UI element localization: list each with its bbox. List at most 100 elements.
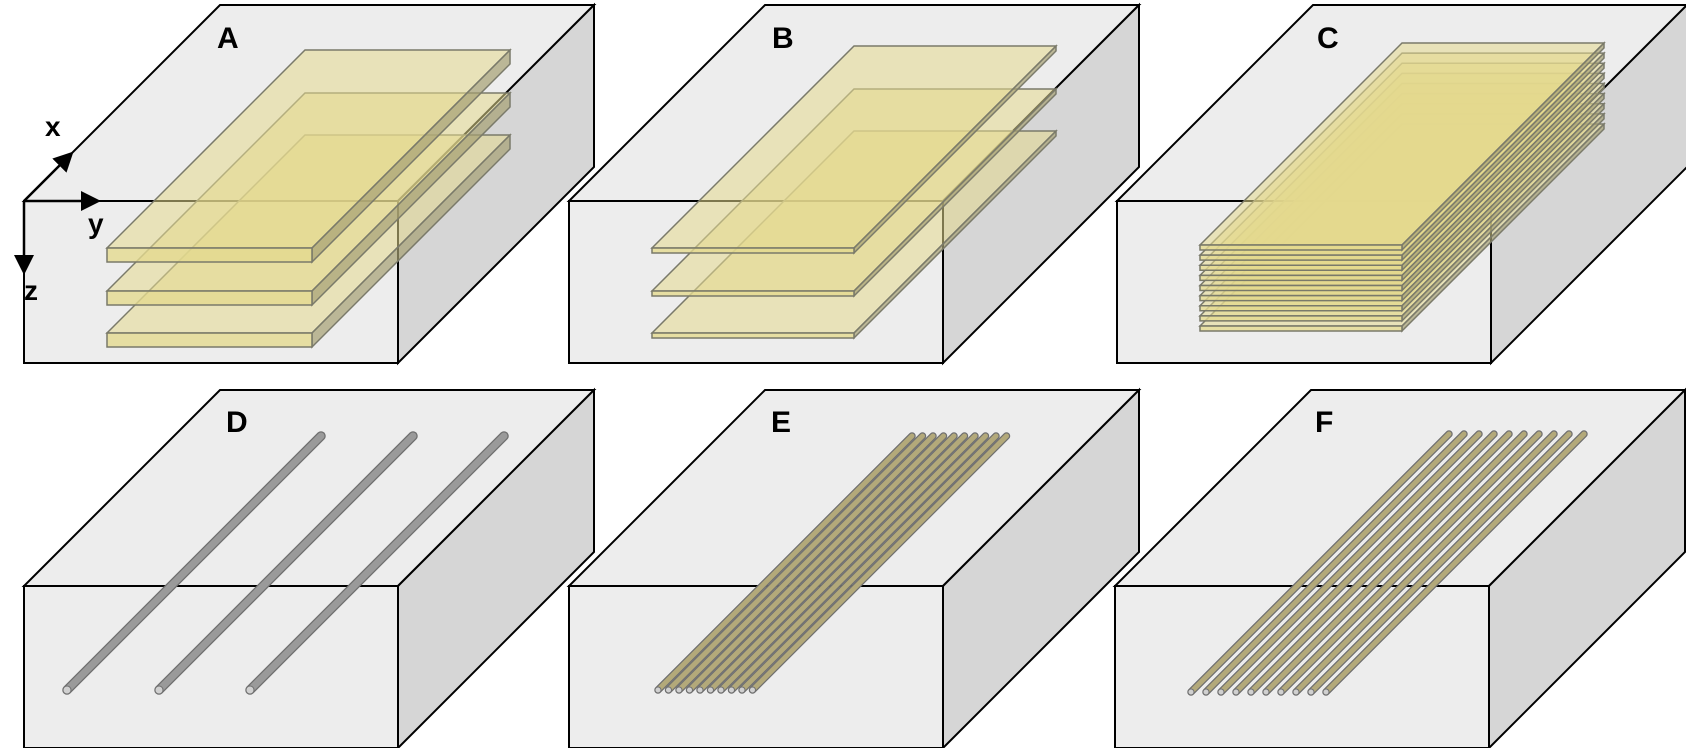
sheet-front-edge [1199,294,1403,302]
rod [1187,430,1453,696]
sheet-front-edge [1199,325,1403,332]
rod-end [1307,688,1315,696]
rod [748,432,1011,694]
rod-body [739,433,999,693]
rod-end [62,685,72,695]
y-axis-label: y [88,208,104,239]
sheet-front-edge [1199,274,1403,282]
rod-end [1277,688,1285,696]
x-axis-label: x [45,111,61,142]
panel-label-c: C [1317,22,1339,55]
panel-label-f: F [1315,406,1333,439]
rod [245,431,509,695]
rod [1247,430,1513,696]
sheet [1198,41,1606,252]
panel-b: B [566,2,1142,366]
rod [154,431,418,695]
sheet-front-edge [651,290,855,297]
rod-body [687,433,946,693]
rod [675,432,937,694]
rod [685,432,948,694]
rod-end [654,686,662,694]
sheet-front-edge [1199,264,1403,271]
panel-c: C [1114,4,1686,366]
z-axis-label: z [24,275,38,306]
rod-body [1203,431,1467,695]
sheet-front-edge [1199,254,1403,261]
rod-body [1323,431,1587,695]
rod [1292,430,1558,696]
rod-end [686,686,693,694]
rod [1307,430,1573,696]
sheet-front-edge [1199,315,1403,322]
rod-body [1218,431,1482,695]
rod-body [63,432,325,694]
sheet [105,48,512,264]
rod [62,431,326,695]
rod [1322,430,1588,696]
rod-body [676,433,936,693]
sheet-front-edge [651,247,855,254]
rod-body [729,433,988,693]
rod [1232,430,1498,696]
rod-end [154,685,164,695]
sheet-front-edge [106,247,313,263]
rod [664,432,927,694]
rod-body [1263,431,1527,695]
rod-end [1292,688,1300,696]
rod-end [749,686,756,694]
rod [696,432,958,694]
rod-end [1247,688,1255,696]
rod-end [707,686,714,694]
sheet [650,44,1058,255]
panel-a: A [21,2,597,366]
rod-end [665,686,672,694]
rod-end [1322,688,1330,696]
panel-label-e: E [771,406,791,439]
rod-body [718,433,978,693]
rod [1202,430,1468,696]
rod-end [1217,688,1225,696]
rod-body [666,433,925,693]
rod-body [1308,431,1572,695]
rod-end [245,685,255,695]
rod-end [696,686,704,694]
panel-f: F [1112,387,1686,748]
panel-e: E [566,387,1142,748]
sheet-front-edge [1199,305,1403,312]
rod-body [1248,431,1512,695]
rod-end [1262,688,1270,696]
panel-label-b: B [772,22,794,55]
rod-body [655,433,915,693]
rod [1217,430,1483,696]
rod-body [750,433,1009,693]
axis-triad: x y z [14,111,104,306]
rod [1277,430,1543,696]
sheet-front-edge [1199,284,1403,292]
panel-label-a: A [217,22,239,55]
panel-d: D [21,387,597,748]
rod-body [1278,431,1542,695]
sheet-front-edge [106,290,313,306]
rod-end [1202,688,1210,696]
rod [654,432,916,694]
panel-label-d: D [226,406,248,439]
sheet-front-edge [106,332,313,348]
x-axis-arrow [23,151,74,202]
box-front-face [23,585,399,748]
rod [727,432,990,694]
rod-body [1188,431,1452,695]
rod-body [1293,431,1557,695]
rod [738,432,1000,694]
sheet-front-edge [1199,244,1403,251]
rod-body [246,432,508,694]
rod-end [728,686,735,694]
rod-end [1232,688,1240,696]
rod-end [717,686,725,694]
rod-body [155,432,417,694]
rod [706,432,969,694]
rod-body [697,433,957,693]
rod-end [1187,688,1195,696]
